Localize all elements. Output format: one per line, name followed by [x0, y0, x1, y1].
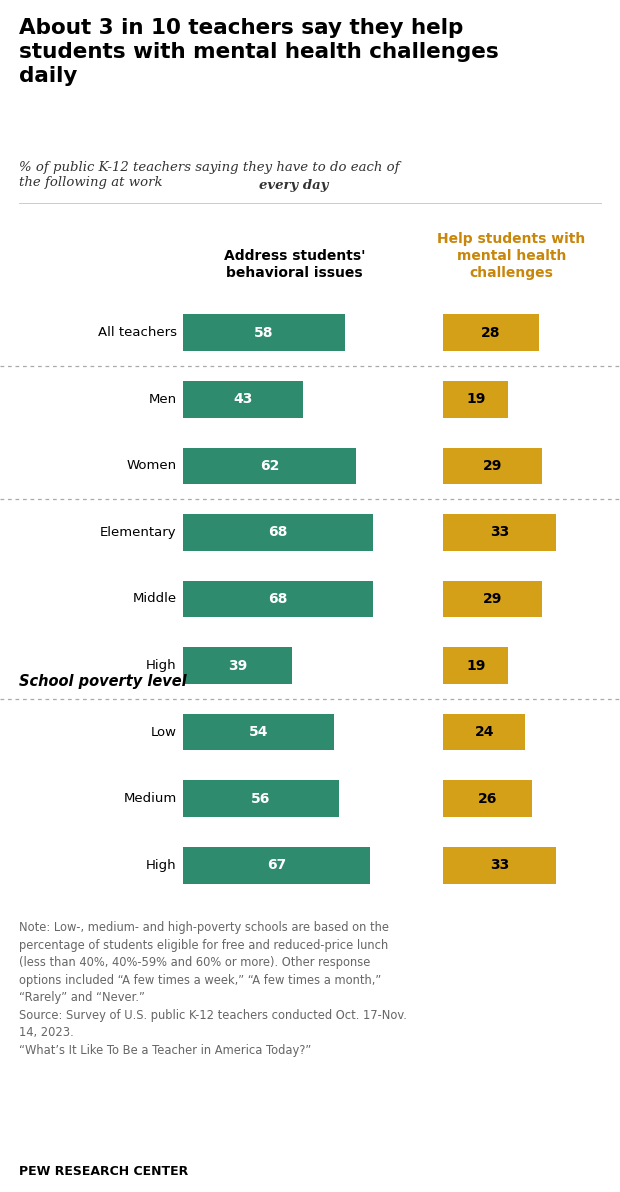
Text: 19: 19 [466, 392, 485, 406]
Text: 24: 24 [474, 725, 494, 739]
Text: 68: 68 [268, 592, 288, 606]
Bar [183, 514, 373, 551]
Text: 19: 19 [466, 658, 485, 672]
Bar [183, 581, 373, 617]
Text: All teachers: All teachers [98, 327, 177, 340]
Text: 54: 54 [249, 725, 268, 739]
Bar [443, 315, 539, 350]
Text: 28: 28 [481, 325, 501, 340]
Bar [443, 781, 532, 817]
Text: Men: Men [149, 392, 177, 405]
Text: Address students'
behavioral issues: Address students' behavioral issues [224, 249, 365, 280]
Text: Low: Low [151, 726, 177, 739]
Text: 29: 29 [483, 459, 502, 473]
Text: 56: 56 [251, 791, 271, 806]
Text: 68: 68 [268, 526, 288, 540]
Text: 39: 39 [228, 658, 247, 672]
Text: 67: 67 [267, 858, 286, 873]
Text: 26: 26 [478, 791, 497, 806]
Bar [443, 581, 542, 617]
Text: 33: 33 [490, 526, 509, 540]
Text: Elementary: Elementary [100, 526, 177, 539]
Bar [443, 714, 525, 751]
Bar [183, 447, 356, 484]
Text: Medium: Medium [123, 793, 177, 806]
Text: High: High [146, 659, 177, 672]
Bar [183, 381, 303, 417]
Text: Women: Women [126, 459, 177, 472]
Bar [183, 714, 334, 751]
Text: % of public K-12 teachers saying they have to do each of
the following at work: % of public K-12 teachers saying they ha… [19, 161, 399, 188]
Text: 29: 29 [483, 592, 502, 606]
Text: High: High [146, 858, 177, 871]
Text: every day: every day [259, 179, 329, 192]
Bar [443, 514, 556, 551]
Bar [443, 447, 542, 484]
Text: Middle: Middle [133, 592, 177, 606]
Text: PEW RESEARCH CENTER: PEW RESEARCH CENTER [19, 1165, 188, 1178]
Text: 33: 33 [490, 858, 509, 873]
Bar [183, 848, 370, 883]
Text: 43: 43 [233, 392, 252, 406]
Bar [443, 381, 508, 417]
Text: School poverty level: School poverty level [19, 675, 186, 689]
Bar [183, 315, 345, 350]
Text: Note: Low-, medium- and high-poverty schools are based on the
percentage of stud: Note: Low-, medium- and high-poverty sch… [19, 921, 407, 1057]
Text: Help students with
mental health
challenges: Help students with mental health challen… [437, 231, 586, 280]
Text: 58: 58 [254, 325, 273, 340]
Bar [443, 848, 556, 883]
Bar [183, 781, 339, 817]
Bar [183, 647, 291, 684]
Text: About 3 in 10 teachers say they help
students with mental health challenges
dail: About 3 in 10 teachers say they help stu… [19, 18, 498, 86]
Text: 62: 62 [260, 459, 279, 473]
Bar [443, 647, 508, 684]
